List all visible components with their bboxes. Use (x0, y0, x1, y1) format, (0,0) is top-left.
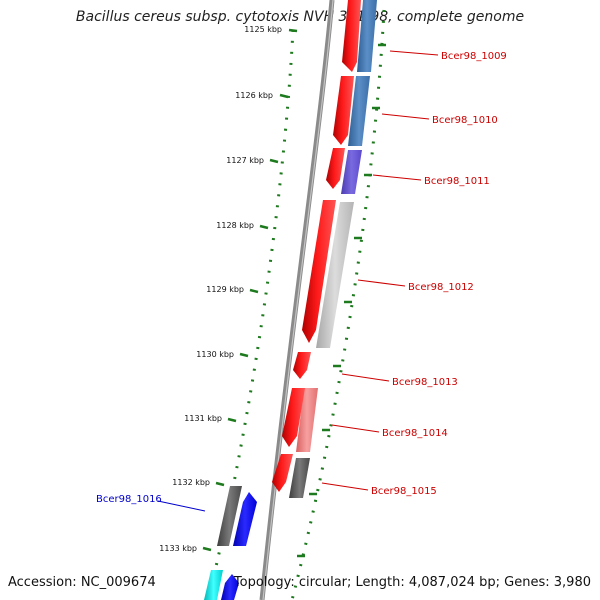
tick-label: 1126 kbp (235, 91, 273, 100)
gene-label: Bcer98_1013 (392, 377, 458, 388)
cog-features (204, 0, 377, 600)
tick-label: 1125 kbp (244, 25, 282, 34)
feature-bar (316, 202, 354, 348)
cds-arrow (342, 0, 361, 72)
tick-label: 1133 kbp (159, 544, 197, 553)
label-connectors (157, 50, 439, 512)
feature-bar (289, 458, 310, 498)
gene-label: Bcer98_1016 (96, 494, 162, 505)
inner-tick-ring (206, 29, 295, 600)
tick-label: 1132 kbp (172, 478, 210, 487)
gene-label: Bcer98_1011 (424, 176, 490, 187)
map-title: Bacillus cereus subsp. cytotoxis NVH 391… (75, 9, 525, 25)
cds-arrow (233, 492, 257, 546)
accession-text: Accession: NC_009674 (8, 575, 156, 590)
tick-labels: 1125 kbp 1126 kbp 1127 kbp 1128 kbp 1129… (159, 25, 282, 553)
tick-label: 1127 kbp (226, 156, 264, 165)
cds-arrow (221, 574, 239, 600)
reverse-cds-arrows (221, 492, 257, 600)
gene-label: Bcer98_1014 (382, 428, 448, 439)
tick-label: 1128 kbp (216, 221, 254, 230)
topology-text: Topology: circular; Length: 4,087,024 bp… (233, 575, 591, 590)
cds-arrow (282, 388, 305, 447)
feature-bar (296, 388, 318, 452)
cds-arrow (333, 76, 354, 145)
feature-bar (217, 486, 242, 546)
gene-label: Bcer98_1012 (408, 282, 474, 293)
feature-bar (348, 76, 370, 146)
tick-label: 1130 kbp (196, 350, 234, 359)
gene-label: Bcer98_1009 (441, 51, 507, 62)
gene-labels: Bcer98_1009 Bcer98_1010 Bcer98_1011 Bcer… (96, 51, 507, 505)
cds-arrow (326, 148, 345, 189)
cds-arrow (302, 200, 336, 343)
cds-arrows (272, 0, 361, 492)
tick-label: 1131 kbp (184, 414, 222, 423)
feature-bar (357, 0, 377, 72)
cds-arrow (272, 454, 293, 492)
genome-backbone-highlight (262, 0, 334, 600)
major-ticks (202, 28, 386, 558)
feature-bar (341, 150, 362, 194)
cds-arrow (293, 352, 311, 379)
gene-label: Bcer98_1015 (371, 486, 437, 497)
gene-label: Bcer98_1010 (432, 115, 498, 126)
tick-label: 1129 kbp (206, 285, 244, 294)
genome-backbone (259, 0, 335, 600)
feature-bar (204, 570, 223, 600)
